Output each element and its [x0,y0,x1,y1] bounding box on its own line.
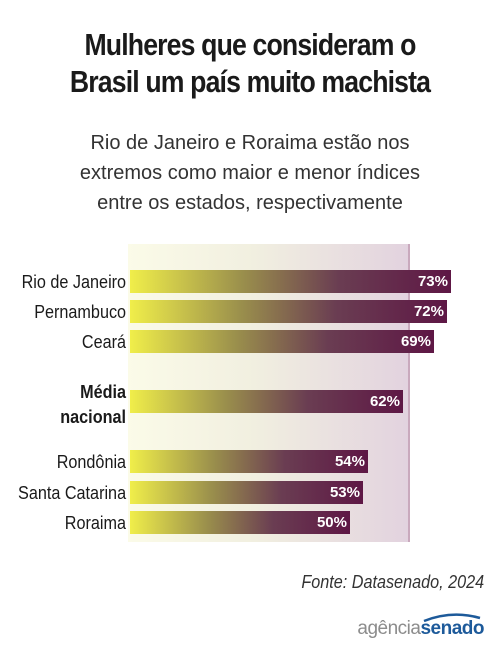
agencia-senado-logo: agênciasenado [357,618,484,640]
bar-rio-de-janeiro: 73% [130,270,451,293]
bar-santa-catarina: 53% [130,481,363,504]
category-label-rondonia: Rondônia [56,452,126,472]
subtitle-line-1: Rio de Janeiro e Roraima estão nos [90,132,410,154]
title-line-1: Mulheres que consideram o [84,27,416,62]
value-label-media-nacional: 62% [369,393,400,410]
bar-ceara: 69% [130,330,434,353]
logo-swoosh-icon [423,613,481,622]
value-label-rondonia: 54% [334,453,365,470]
subtitle-line-2: extremos como maior e menor índices [79,162,421,184]
category-label-ceara: Ceará [81,332,126,352]
chart-panel-edge [408,244,410,542]
logo-part-senado: senado [420,618,484,639]
value-label-rio-de-janeiro: 73% [417,273,448,290]
category-label-santa-catarina: Santa Catarina [17,483,126,503]
category-label-rio-de-janeiro: Rio de Janeiro [21,272,126,292]
subtitle-line-3: entre os estados, respectivamente [97,192,403,214]
source-note: Fonte: Datasenado, 2024 [301,572,484,592]
chart-title: Mulheres que consideram o Brasil um país… [35,26,465,100]
value-label-santa-catarina: 53% [329,484,360,501]
chart-subtitle: Rio de Janeiro e Roraima estão nos extre… [0,128,500,218]
category-label-media-nacional: Média nacional [60,382,126,427]
category-label-pernambuco: Pernambuco [34,302,126,322]
logo-part-agencia: agência [357,618,421,639]
bar-rondonia: 54% [130,450,368,473]
bar-pernambuco: 72% [130,300,447,323]
value-label-ceara: 69% [400,333,431,350]
title-line-2: Brasil um país muito machista [69,64,431,99]
value-label-roraima: 50% [316,514,347,531]
bar-roraima: 50% [130,511,350,534]
category-label-roraima: Roraima [64,513,126,533]
bar-media-nacional: 62% [130,390,403,413]
value-label-pernambuco: 72% [413,303,444,320]
